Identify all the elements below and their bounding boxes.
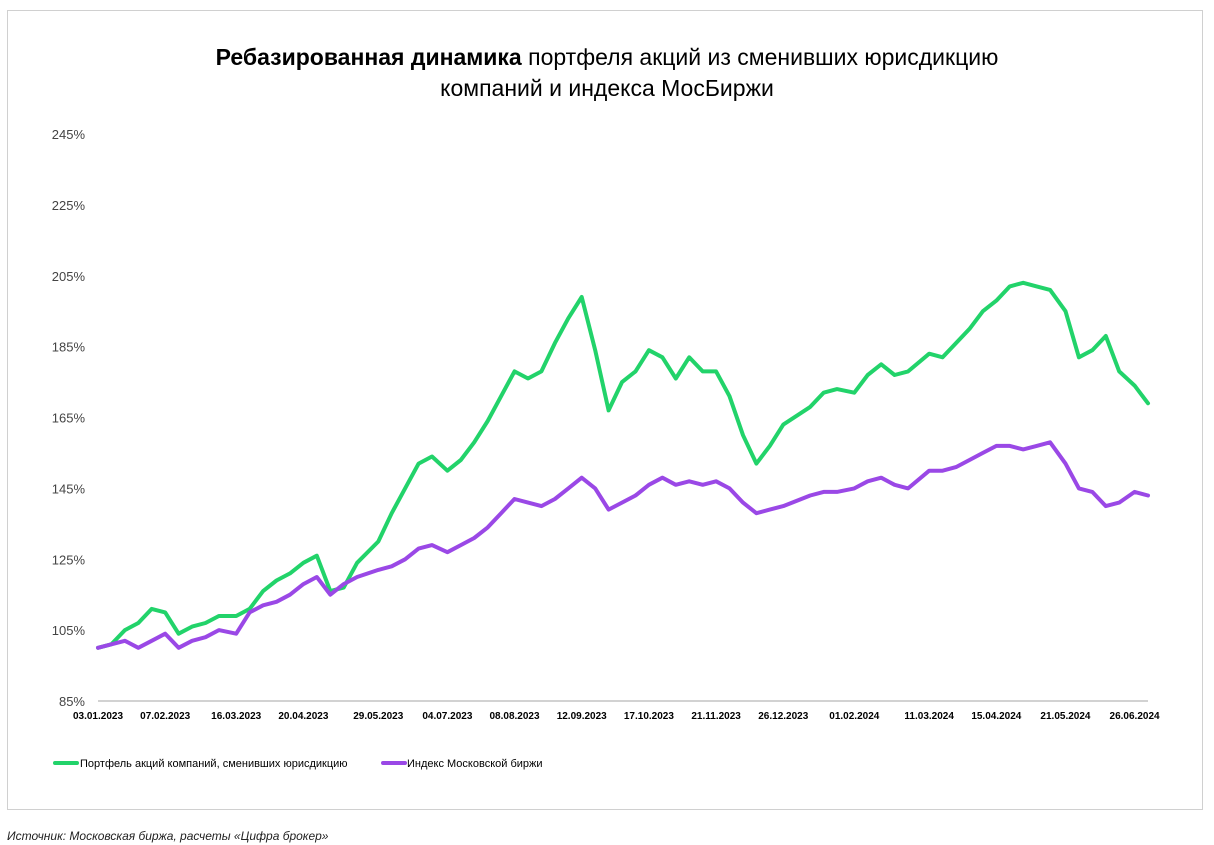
x-tick-label: 26.12.2023 bbox=[758, 711, 808, 722]
y-tick-label: 205% bbox=[52, 269, 86, 284]
x-tick-label: 01.02.2024 bbox=[829, 711, 879, 722]
x-tick-label: 16.03.2023 bbox=[211, 711, 261, 722]
series-line-portfolio bbox=[96, 280, 1150, 650]
chart-title-bold: Ребазированная динамика bbox=[215, 44, 522, 70]
source-note: Источник: Московская биржа, расчеты «Циф… bbox=[7, 829, 329, 843]
x-tick-label: 08.08.2023 bbox=[490, 711, 540, 722]
y-tick-label: 85% bbox=[59, 694, 85, 709]
legend-label-moex: Индекс Московской биржи bbox=[407, 758, 543, 770]
y-tick-label: 225% bbox=[52, 198, 86, 213]
y-tick-label: 105% bbox=[52, 623, 86, 638]
x-tick-label: 07.02.2023 bbox=[140, 711, 190, 722]
y-tick-label: 165% bbox=[52, 411, 86, 426]
chart-title: Ребазированная динамика портфеля акций и… bbox=[0, 42, 1214, 104]
x-tick-label: 17.10.2023 bbox=[624, 711, 674, 722]
chart-title-line2: компаний и индекса МосБиржи bbox=[440, 75, 774, 101]
x-tick-label: 11.03.2024 bbox=[904, 711, 954, 722]
x-tick-label: 03.01.2023 bbox=[73, 711, 123, 722]
x-tick-label: 20.04.2023 bbox=[278, 711, 328, 722]
series-line-moex bbox=[96, 440, 1150, 650]
chart-frame bbox=[7, 10, 1203, 810]
x-tick-label: 04.07.2023 bbox=[422, 711, 472, 722]
y-tick-label: 145% bbox=[52, 481, 86, 496]
x-tick-label: 29.05.2023 bbox=[353, 711, 403, 722]
y-tick-label: 185% bbox=[52, 340, 86, 355]
x-tick-label: 21.05.2024 bbox=[1040, 711, 1090, 722]
x-tick-label: 26.06.2024 bbox=[1110, 711, 1160, 722]
legend-label-portfolio: Портфель акций компаний, сменивших юрисд… bbox=[80, 758, 348, 770]
y-tick-label: 245% bbox=[52, 127, 86, 142]
x-tick-label: 15.04.2024 bbox=[971, 711, 1021, 722]
y-tick-label: 125% bbox=[52, 552, 86, 567]
x-tick-label: 21.11.2023 bbox=[691, 711, 741, 722]
x-tick-label: 12.09.2023 bbox=[557, 711, 607, 722]
chart-title-line1: портфеля акций из сменивших юрисдикцию bbox=[528, 44, 999, 70]
